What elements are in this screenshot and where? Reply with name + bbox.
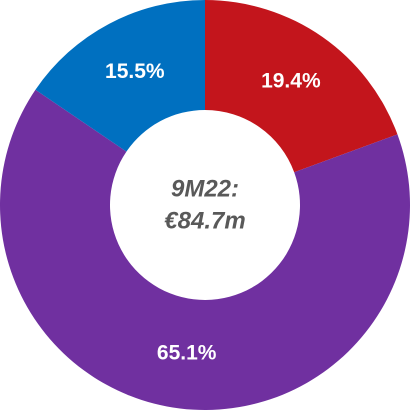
donut-segment: [35, 0, 205, 152]
center-label: 9M22:: [171, 175, 239, 202]
value-label: 65.1%: [157, 341, 217, 364]
donut-segment: [0, 89, 410, 410]
value-label: 15.5%: [105, 60, 165, 83]
center-label: €84.7m: [164, 207, 245, 234]
donut-segment: [205, 0, 398, 173]
value-label: 19.4%: [261, 70, 321, 93]
